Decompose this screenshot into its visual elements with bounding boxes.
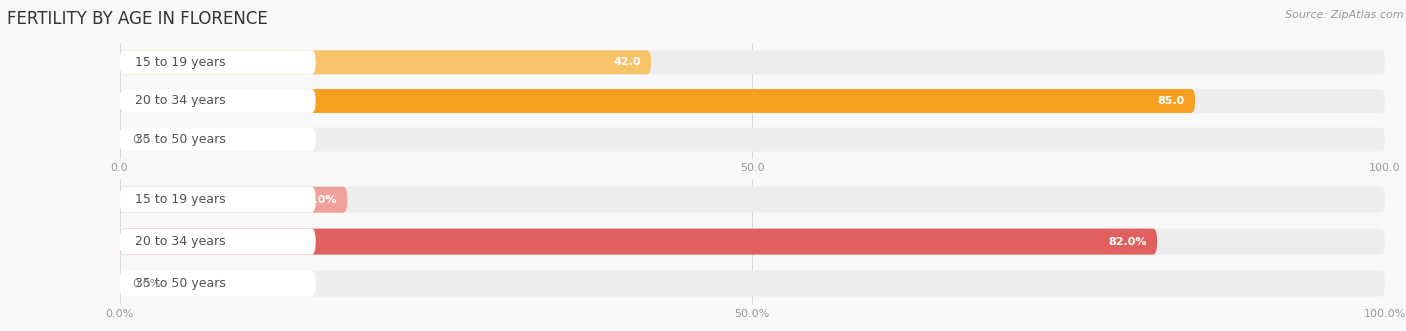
Text: 0.0%: 0.0%: [132, 279, 160, 289]
FancyBboxPatch shape: [120, 128, 316, 152]
Text: 82.0%: 82.0%: [1108, 237, 1147, 247]
FancyBboxPatch shape: [120, 50, 651, 74]
Text: 42.0: 42.0: [613, 57, 641, 67]
Text: 20 to 34 years: 20 to 34 years: [135, 235, 225, 248]
FancyBboxPatch shape: [120, 187, 316, 213]
FancyBboxPatch shape: [120, 50, 1385, 74]
FancyBboxPatch shape: [120, 229, 1385, 255]
Text: 18.0%: 18.0%: [298, 195, 337, 205]
FancyBboxPatch shape: [120, 89, 1195, 113]
Text: 15 to 19 years: 15 to 19 years: [135, 56, 225, 69]
Text: 0.0: 0.0: [132, 135, 150, 145]
FancyBboxPatch shape: [120, 270, 316, 297]
Text: FERTILITY BY AGE IN FLORENCE: FERTILITY BY AGE IN FLORENCE: [7, 10, 267, 28]
Text: 15 to 19 years: 15 to 19 years: [135, 193, 225, 206]
FancyBboxPatch shape: [120, 89, 1385, 113]
FancyBboxPatch shape: [120, 229, 1157, 255]
Text: 85.0: 85.0: [1157, 96, 1185, 106]
Text: Source: ZipAtlas.com: Source: ZipAtlas.com: [1285, 10, 1403, 20]
FancyBboxPatch shape: [120, 270, 1385, 297]
FancyBboxPatch shape: [120, 187, 1385, 213]
FancyBboxPatch shape: [120, 128, 1385, 152]
FancyBboxPatch shape: [120, 187, 347, 213]
FancyBboxPatch shape: [120, 50, 316, 74]
Text: 35 to 50 years: 35 to 50 years: [135, 133, 225, 146]
Text: 20 to 34 years: 20 to 34 years: [135, 94, 225, 108]
FancyBboxPatch shape: [120, 89, 316, 113]
FancyBboxPatch shape: [120, 229, 316, 255]
Text: 35 to 50 years: 35 to 50 years: [135, 277, 225, 290]
